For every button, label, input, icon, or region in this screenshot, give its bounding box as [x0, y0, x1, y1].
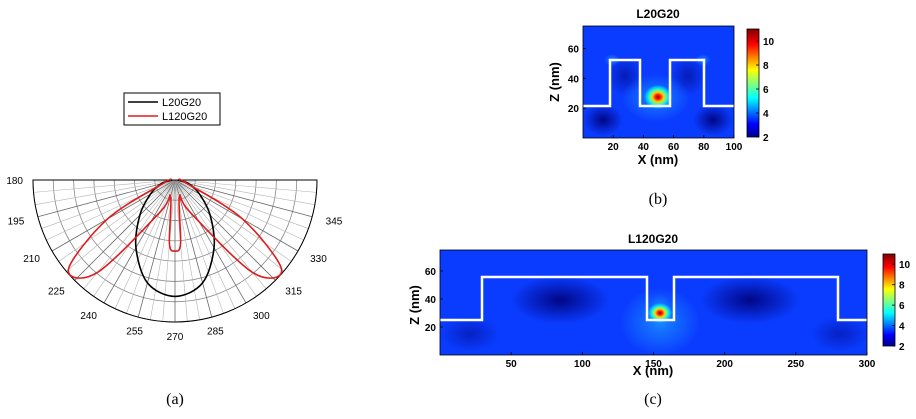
y-axis-label-b: Z (nm): [547, 62, 562, 102]
polar-spoke: [174, 179, 236, 309]
x-tick-label: 60: [668, 142, 680, 153]
angle-tick-label: 285: [207, 327, 224, 338]
x-ticks-c: 50 100 150 200 250 300: [506, 352, 876, 370]
polar-spoke: [174, 179, 313, 218]
colorbar-tick-label: 10: [899, 260, 911, 271]
colorbar-tick-label: 6: [899, 301, 905, 312]
y-tick-label: 40: [425, 295, 437, 306]
y-tick-label: 20: [425, 323, 437, 334]
y-tick-label: 40: [568, 74, 580, 85]
colorbar-b: [746, 28, 760, 138]
polar-spoke: [35, 179, 176, 205]
angle-tick-label: 315: [285, 286, 302, 297]
polar-spoke: [174, 179, 292, 262]
series-line-l20g20: [134, 179, 216, 298]
y-ticks-b: 20 40 60: [568, 44, 586, 115]
angle-tick-label: 195: [8, 216, 25, 227]
polar-spoke: [174, 179, 299, 252]
polar-spoke: [162, 179, 176, 322]
x-axis-label-b: X (nm): [638, 152, 678, 167]
polar-spoke: [103, 179, 176, 304]
y-tick-label: 20: [568, 104, 580, 115]
x-tick-label: 100: [574, 359, 591, 370]
polar-spoke: [174, 179, 247, 304]
x-tick-label: 200: [716, 359, 733, 370]
polar-spoke: [174, 179, 276, 281]
caption-b: (b): [649, 191, 668, 208]
caption-a: (a): [166, 391, 184, 408]
caption-c: (c): [644, 391, 662, 408]
colorbar-tick-label: 6: [763, 85, 769, 96]
colorbar-tick-label: 10: [763, 37, 775, 48]
y-tick-label: 60: [568, 44, 580, 55]
y-axis-label-c: Z (nm): [407, 285, 422, 325]
polar-spoke: [41, 179, 176, 229]
angle-tick-label: 330: [310, 254, 327, 265]
y-tick-label: 60: [425, 267, 437, 278]
angle-tick-label: 180: [6, 176, 23, 187]
x-tick-label: 80: [698, 142, 710, 153]
angle-tick-label: 255: [126, 327, 143, 338]
polar-spoke: [51, 179, 176, 252]
colorbar-tick-label: 2: [763, 133, 769, 144]
polar-spoke: [37, 179, 176, 218]
polar-angle-ticks: 180 195 210 225 240 255 270 285 300 315 330 345: [6, 176, 342, 343]
angle-tick-label: 210: [23, 254, 40, 265]
polar-spoke: [137, 179, 176, 318]
legend: L20G20 L120G20: [123, 92, 221, 126]
colorbar-ticks-b: 2 4 6 8 10: [756, 37, 775, 144]
polar-spoke: [74, 179, 176, 281]
polar-spoke: [174, 179, 317, 193]
x-tick-label: 150: [645, 359, 662, 370]
series-line-l120g20: [67, 178, 283, 279]
legend-entry-l120g20: L120G20: [162, 111, 207, 123]
polar-spoke: [66, 179, 176, 272]
angle-tick-label: 345: [326, 216, 343, 227]
colorbar-ticks-c: 2 4 6 8 10: [892, 260, 911, 353]
x-ticks-b: 20 40 60 80 100: [608, 135, 743, 153]
polar-spoke: [114, 179, 176, 309]
x-axis-label-c: X (nm): [633, 363, 673, 378]
polar-spoke: [174, 179, 284, 272]
colorbar-tick-label: 4: [899, 322, 905, 333]
legend-entry-l20g20: L20G20: [162, 97, 201, 109]
angle-tick-label: 300: [253, 311, 270, 322]
chart-title-c: L120G20: [628, 232, 678, 246]
colorbar-tick-label: 8: [899, 281, 905, 292]
polar-spoke: [174, 179, 309, 229]
polar-grid: [32, 179, 318, 323]
polar-spoke: [58, 179, 176, 262]
chart-title-b: L20G20: [636, 7, 680, 21]
polar-plot-panel: 180 195 210 225 240 255 270 285 300 315 330 345 L20…: [6, 92, 343, 408]
polar-spoke: [33, 179, 176, 193]
y-ticks-c: 20 40 60: [425, 267, 443, 334]
colorbar-tick-label: 2: [899, 342, 905, 353]
x-tick-label: 20: [608, 142, 620, 153]
polar-spoke: [174, 179, 213, 318]
structure-outline-b: [583, 58, 734, 108]
colorbar-tick-label: 4: [763, 109, 769, 120]
heatmap-b-field: [583, 26, 734, 138]
x-tick-label: 250: [787, 359, 804, 370]
x-tick-label: 300: [859, 359, 876, 370]
angle-tick-label: 225: [48, 286, 65, 297]
structure-outline-c: [440, 275, 867, 322]
angle-tick-label: 270: [167, 332, 184, 343]
polar-boundary: [32, 179, 318, 323]
polar-series: [67, 178, 283, 298]
angle-tick-label: 240: [80, 311, 97, 322]
x-tick-label: 100: [726, 142, 743, 153]
polar-spoke: [174, 179, 188, 322]
colorbar-tick-label: 8: [763, 61, 769, 72]
x-tick-label: 40: [638, 142, 650, 153]
colorbar-c: [882, 253, 896, 347]
heatmap-c-field: [440, 250, 867, 355]
polar-spoke: [174, 179, 315, 205]
x-tick-label: 50: [506, 359, 518, 370]
hotspot-b: [644, 85, 672, 109]
hotspot-c: [648, 303, 672, 323]
